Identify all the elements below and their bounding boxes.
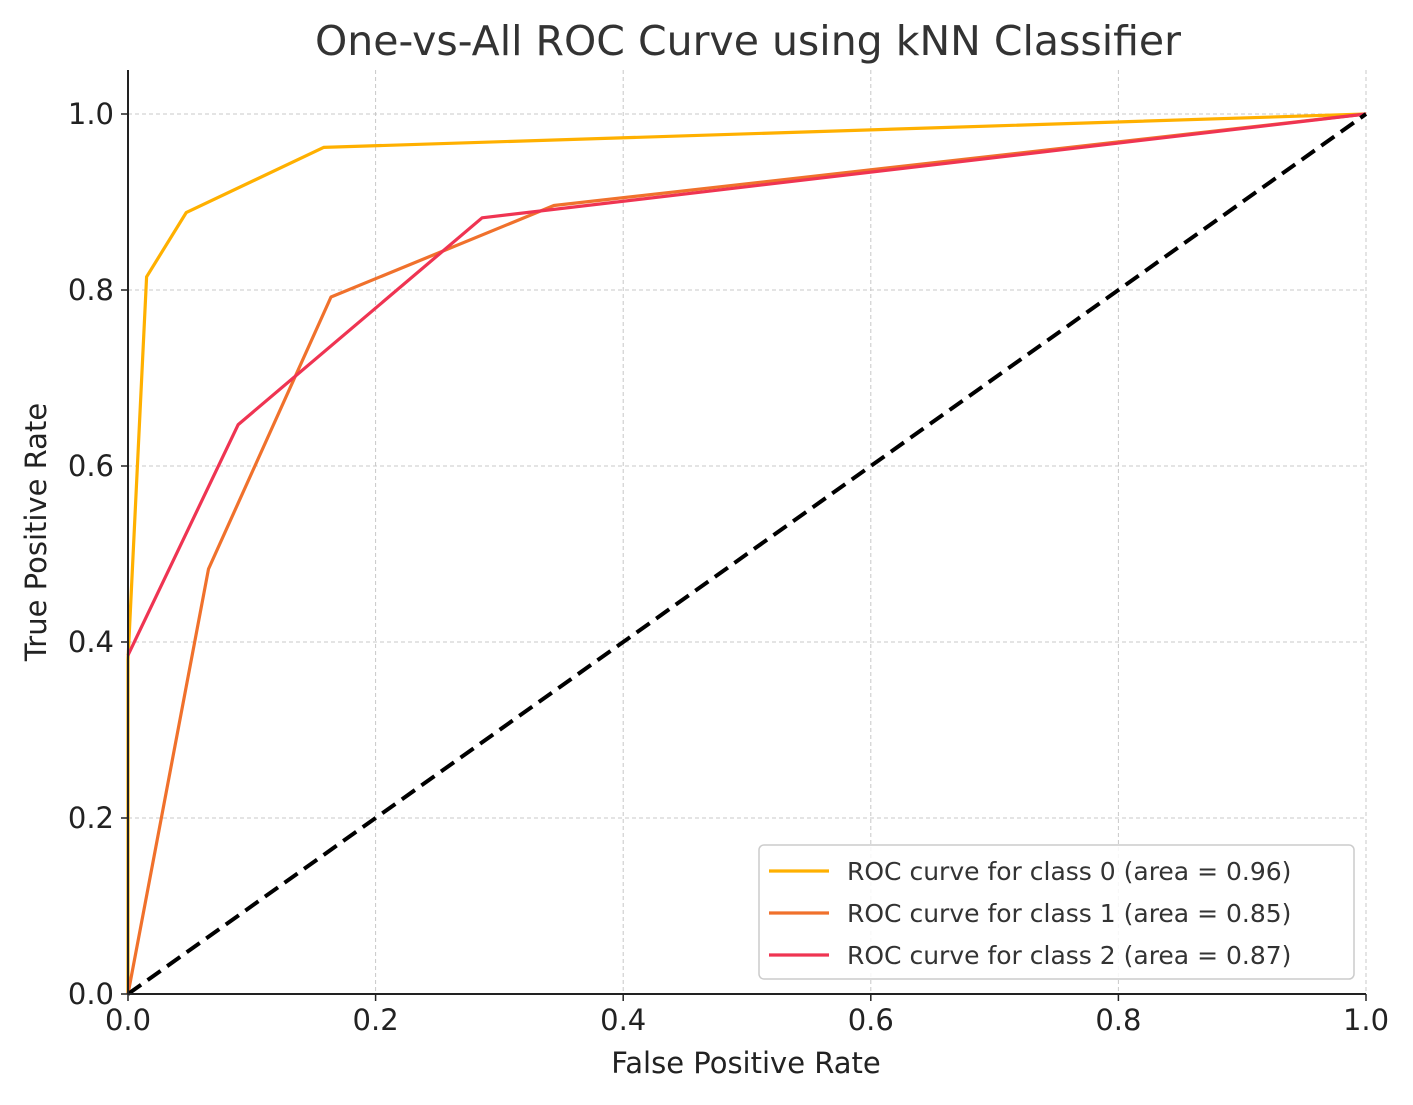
y-axis-label: True Positive Rate	[19, 403, 53, 662]
roc-curve-class-2	[126, 112, 1367, 656]
legend: ROC curve for class 0 (area = 0.96) ROC c…	[758, 844, 1355, 980]
x-tick-label: 0.6	[848, 1003, 894, 1037]
x-tick-label: 0.2	[353, 1003, 399, 1037]
x-tick-label: 0.8	[1095, 1003, 1141, 1037]
y-tick-label: 0.8	[68, 273, 114, 307]
y-tick-label: 0.0	[68, 977, 114, 1011]
x-tick-label: 0.4	[600, 1003, 646, 1037]
y-tick-label: 0.4	[68, 625, 114, 659]
y-tick-label: 1.0	[68, 97, 114, 131]
chart-text: One-vs-All ROC Curve using kNN Classifie…	[19, 17, 1181, 1080]
y-tick-label: 0.6	[68, 449, 114, 483]
x-tick-label: 1.0	[1343, 1003, 1389, 1037]
legend-entry-label: ROC curve for class 0 (area = 0.96)	[847, 857, 1291, 886]
legend-box	[758, 844, 1355, 980]
x-axis-label: False Positive Rate	[611, 1046, 881, 1080]
roc-curve-class-1	[126, 112, 1367, 995]
chance-diagonal-line	[126, 112, 1368, 996]
legend-entry-label: ROC curve for class 2 (area = 0.87)	[847, 941, 1291, 970]
axes: 0.0 0.2 0.4 0.6 0.8 1.0 0.0 0.2 0.4 0.6 0.8 1.0	[68, 70, 1389, 1037]
grid	[127, 70, 1367, 995]
y-tick-label: 0.2	[68, 801, 114, 835]
x-tick-label: 0.0	[105, 1003, 151, 1037]
legend-entry-label: ROC curve for class 1 (area = 0.85)	[847, 899, 1291, 928]
chart-title: One-vs-All ROC Curve using kNN Classifie…	[315, 17, 1181, 65]
